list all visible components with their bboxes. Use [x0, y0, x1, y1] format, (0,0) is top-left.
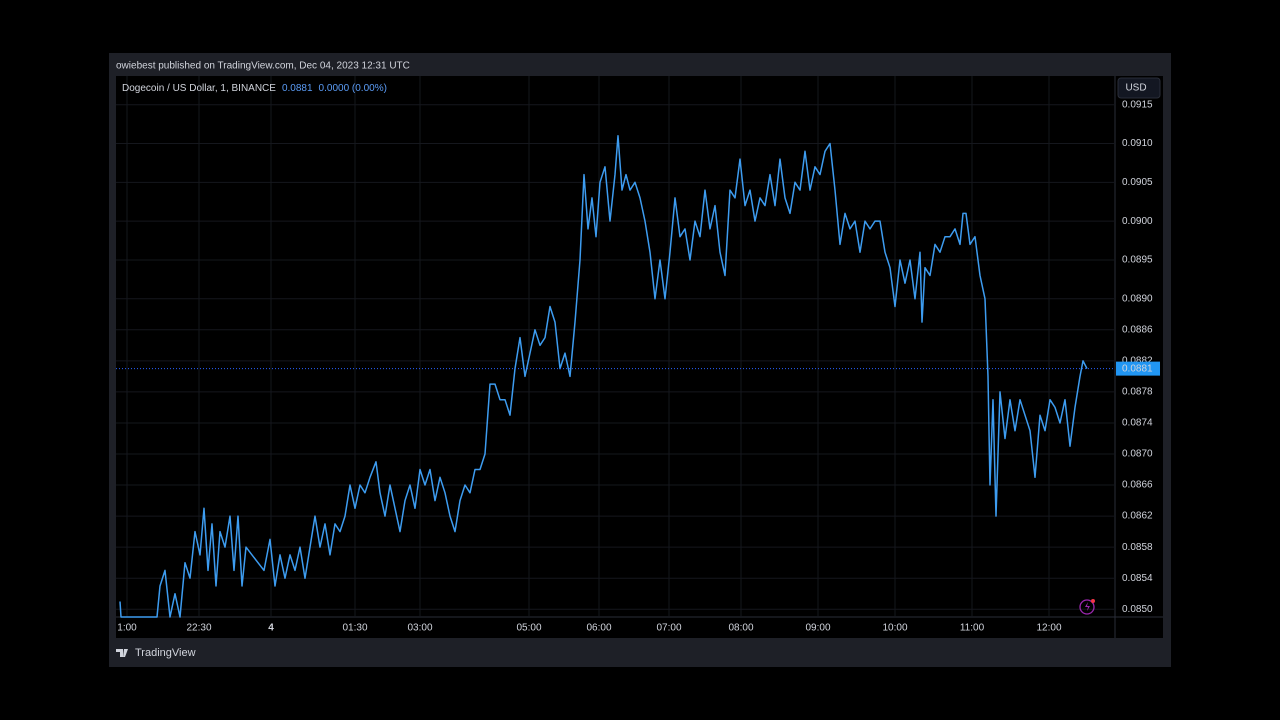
brand-name: TradingView	[135, 647, 196, 659]
y-tick-label: 0.0895	[1122, 255, 1153, 266]
y-tick-label: 0.0886	[1122, 324, 1153, 335]
x-tick-label: 4	[268, 623, 274, 634]
price-line	[119, 135, 1088, 618]
legend-name: Dogecoin / US Dollar, 1, BINANCE	[122, 83, 276, 94]
x-tick-label: 11:00	[960, 623, 985, 634]
alert-dot	[1091, 599, 1095, 603]
y-tick-label: 0.0850	[1122, 604, 1153, 615]
alert-bolt	[1085, 602, 1090, 611]
legend-change: 0.0000 (0.00%)	[319, 83, 387, 94]
y-tick-label: 0.0878	[1122, 387, 1153, 398]
y-tick-label: 0.0862	[1122, 511, 1153, 522]
last-price-tag	[1116, 361, 1160, 376]
plot	[116, 135, 1115, 618]
currency-label[interactable]: USD	[1125, 83, 1146, 94]
y-tick-label: 0.0870	[1122, 449, 1153, 460]
x-tick-label: 09:00	[805, 623, 830, 634]
x-tick-label: 10:00	[882, 623, 907, 634]
alert-icon[interactable]	[1079, 599, 1095, 615]
x-tick-label: 22:30	[186, 623, 211, 634]
brand-logo	[116, 649, 128, 657]
currency-button[interactable]	[1117, 77, 1161, 99]
y-tick-label: 0.0890	[1122, 293, 1153, 304]
legend: Dogecoin / US Dollar, 1, BINANCE 0.0881 0.…	[122, 83, 387, 94]
publisher-note: owiebest published on TradingView.com, D…	[116, 61, 410, 72]
x-tick-label: 03:00	[407, 623, 432, 634]
x-tick-label: 08:00	[728, 623, 753, 634]
y-tick-label: 0.0915	[1122, 99, 1153, 110]
y-tick-label: 0.0854	[1122, 573, 1153, 584]
y-tick-label: 0.0910	[1122, 138, 1153, 149]
y-tick-label: 0.0874	[1122, 418, 1153, 429]
x-tick-label: 12:00	[1036, 623, 1061, 634]
axes: 0.0915 0.0910 0.0905 0.0900 0.0895 0.0890 0.08…	[117, 99, 1160, 634]
x-tick-label: 1:00	[117, 623, 137, 634]
y-tick-label: 0.0900	[1122, 216, 1153, 227]
y-tick-label: 0.0882	[1122, 356, 1153, 367]
grid	[116, 76, 1115, 617]
last-price-label: 0.0881	[1122, 363, 1153, 374]
legend-price: 0.0881	[282, 83, 313, 94]
x-tick-label: 07:00	[656, 623, 681, 634]
chart-area	[116, 76, 1163, 638]
y-tick-label: 0.0905	[1122, 177, 1153, 188]
x-tick-label: 05:00	[516, 623, 541, 634]
y-tick-label: 0.0866	[1122, 480, 1153, 491]
x-tick-label: 01:30	[342, 623, 367, 634]
x-tick-label: 06:00	[586, 623, 611, 634]
y-tick-label: 0.0858	[1122, 542, 1153, 553]
